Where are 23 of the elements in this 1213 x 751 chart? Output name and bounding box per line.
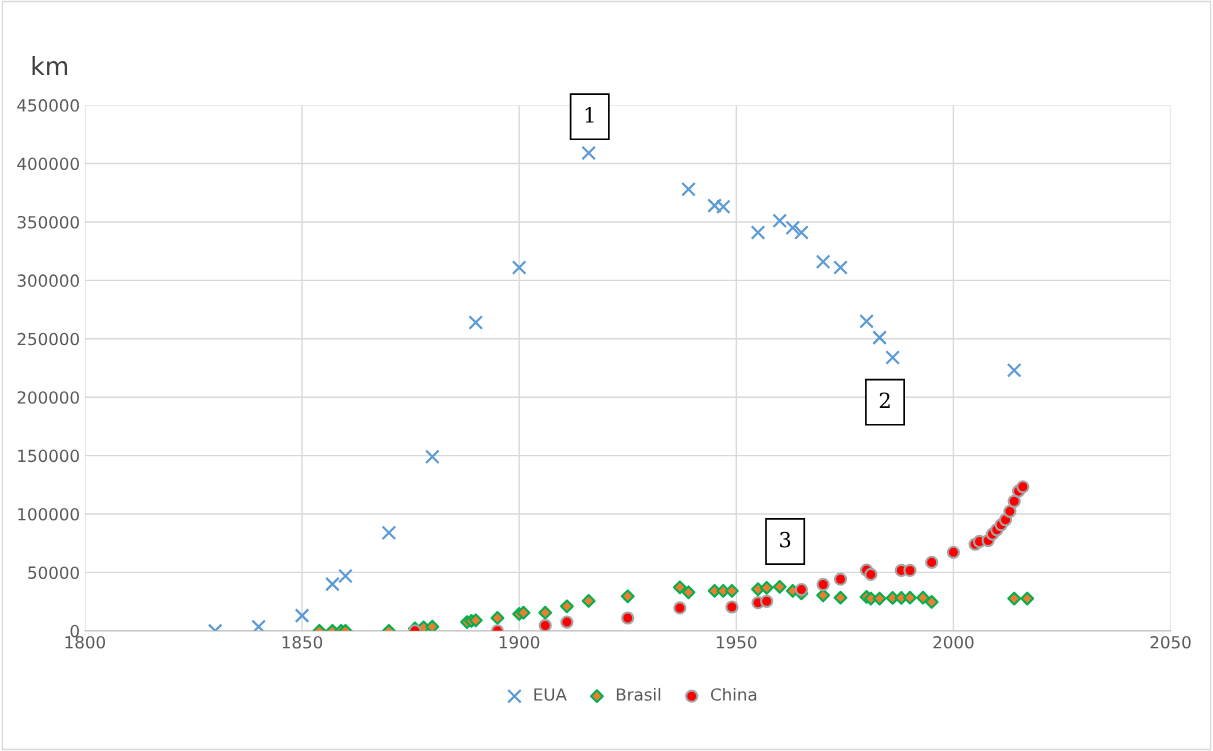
y-tick-label: 350000 — [17, 215, 79, 229]
y-tick-label: 450000 — [17, 99, 79, 112]
annotation: 3 — [780, 531, 791, 548]
y-axis-title: km — [32, 56, 68, 76]
x-tick-label: 1950 — [716, 636, 757, 649]
y-tick-label: 200000 — [17, 391, 79, 404]
y-tick-label: 300000 — [17, 274, 79, 287]
x-tick-label: 1900 — [499, 636, 540, 649]
y-tick-label: 100000 — [18, 507, 79, 521]
annotation: 1 — [585, 106, 594, 123]
y-tick-label: 150000 — [18, 449, 79, 463]
y-tick-label: 0 — [70, 624, 79, 638]
legend-label: Brasil — [616, 687, 661, 701]
y-tick-label: 400000 — [17, 157, 79, 171]
x-tick-label: 1800 — [65, 636, 106, 649]
x-tick-label: 1850 — [282, 636, 323, 649]
y-tick-label: 250000 — [17, 332, 79, 346]
annotation: 2 — [879, 392, 890, 408]
legend-label: China — [710, 687, 757, 701]
x-tick-label: 2050 — [1150, 636, 1191, 649]
legend-label: EUA — [534, 688, 567, 701]
x-tick-label: 2000 — [933, 636, 974, 649]
y-tick-label: 50000 — [28, 566, 79, 579]
